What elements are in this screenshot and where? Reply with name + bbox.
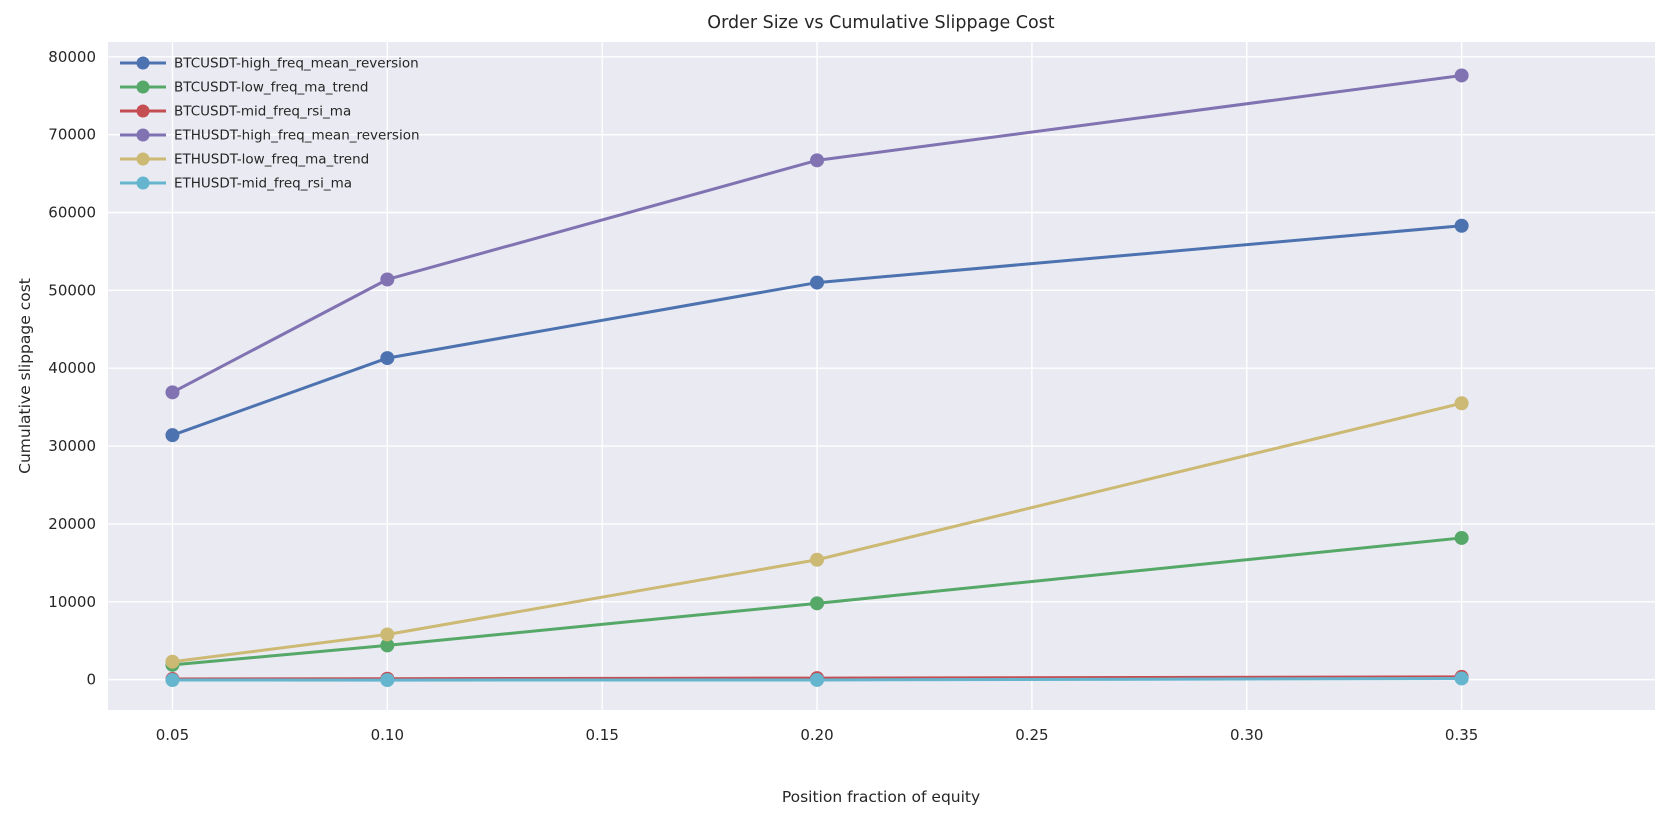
series-line (170, 536, 1464, 667)
data-point (380, 673, 395, 688)
y-axis-label: Cumulative slippage cost (16, 278, 34, 474)
x-tick-label: 0.20 (800, 726, 833, 744)
series-line (170, 401, 1464, 664)
y-tick-label: 60000 (48, 204, 96, 222)
legend-label: BTCUSDT-high_freq_mean_reversion (174, 56, 419, 72)
tick-label-layer: 0.05 0.10 0.15 0.20 0.25 0.30 0.35 0 10000 20000 3… (48, 48, 1478, 744)
data-point (165, 654, 180, 669)
legend-entry: BTCUSDT-high_freq_mean_reversion (120, 56, 419, 72)
x-tick-label: 0.35 (1445, 726, 1478, 744)
data-point (165, 385, 180, 400)
legend-label: BTCUSDT-low_freq_ma_trend (174, 80, 368, 96)
series-layer (165, 68, 1469, 688)
x-tick-label: 0.25 (1015, 726, 1048, 744)
series-ETHUSDT-low_freq_ma_trend (165, 396, 1469, 669)
chart-title: Order Size vs Cumulative Slippage Cost (707, 13, 1055, 33)
x-tick-label: 0.05 (156, 726, 189, 744)
x-axis-label: Position fraction of equity (782, 788, 980, 806)
y-tick-label: 10000 (48, 593, 96, 611)
legend-entry: ETHUSDT-mid_freq_rsi_ma (120, 176, 352, 192)
series-line (170, 676, 1464, 682)
series-line (170, 73, 1464, 394)
legend-marker (136, 176, 150, 190)
y-tick-label: 70000 (48, 126, 96, 144)
legend-marker (136, 152, 150, 166)
legend-entry: ETHUSDT-low_freq_ma_trend (120, 152, 369, 168)
series-line (170, 224, 1464, 437)
y-tick-label: 30000 (48, 437, 96, 455)
y-tick-label: 80000 (48, 48, 96, 66)
series-ETHUSDT-high_freq_mean_reversion (165, 68, 1469, 400)
legend: BTCUSDT-high_freq_mean_reversion BTCUSDT-… (120, 56, 420, 192)
legend-entry: BTCUSDT-low_freq_ma_trend (120, 80, 368, 96)
legend-marker (136, 128, 150, 142)
legend-entry: BTCUSDT-mid_freq_rsi_ma (120, 104, 351, 120)
series-BTCUSDT-high_freq_mean_reversion (165, 218, 1469, 443)
data-point (1454, 530, 1469, 545)
data-point (380, 638, 395, 653)
legend-marker (136, 80, 150, 94)
data-point (165, 428, 180, 443)
x-tick-label: 0.10 (371, 726, 404, 744)
data-point (810, 275, 825, 290)
data-point (1454, 218, 1469, 233)
x-tick-label: 0.30 (1230, 726, 1263, 744)
data-point (810, 672, 825, 687)
legend-label: ETHUSDT-low_freq_ma_trend (174, 152, 369, 168)
data-point (1454, 671, 1469, 686)
data-point (1454, 68, 1469, 83)
data-point (1454, 396, 1469, 411)
data-point (810, 552, 825, 567)
y-tick-label: 20000 (48, 515, 96, 533)
legend-label: ETHUSDT-mid_freq_rsi_ma (174, 176, 352, 192)
legend-label: ETHUSDT-high_freq_mean_reversion (174, 128, 420, 144)
data-point (810, 153, 825, 168)
legend-marker (136, 56, 150, 70)
legend-marker (136, 104, 150, 118)
y-tick-label: 40000 (48, 359, 96, 377)
data-point (380, 351, 395, 366)
y-tick-label: 50000 (48, 281, 96, 299)
data-point (165, 673, 180, 688)
x-tick-label: 0.15 (585, 726, 618, 744)
y-tick-label: 0 (86, 671, 96, 689)
legend-entry: ETHUSDT-high_freq_mean_reversion (120, 128, 420, 144)
series-ETHUSDT-mid_freq_rsi_ma (165, 671, 1469, 688)
data-point (380, 272, 395, 287)
data-point (380, 627, 395, 642)
data-point (810, 596, 825, 611)
legend-label: BTCUSDT-mid_freq_rsi_ma (174, 104, 351, 120)
